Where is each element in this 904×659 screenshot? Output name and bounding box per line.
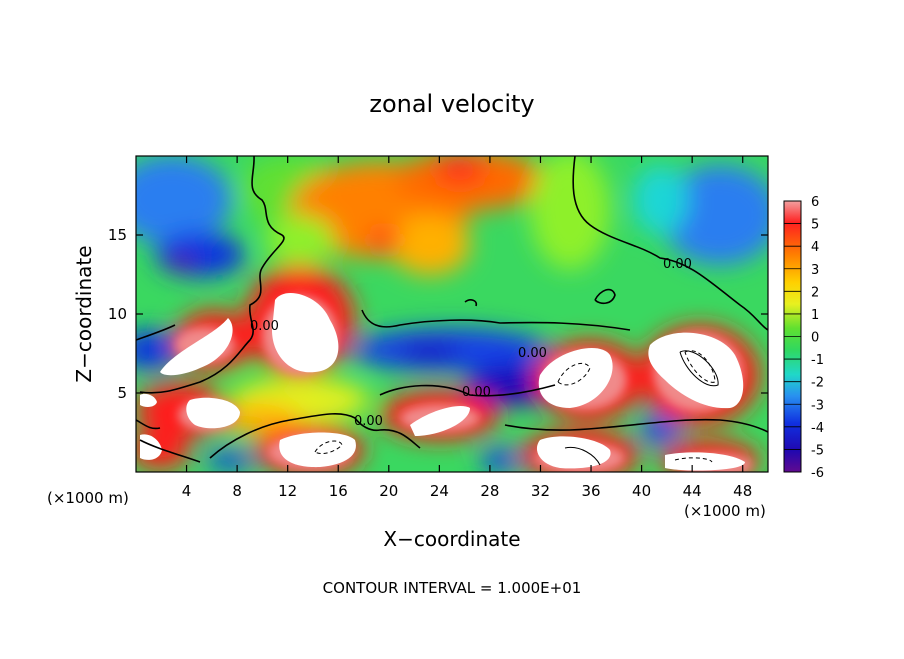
x-axis-label: X−coordinate xyxy=(383,527,520,551)
colorbar-tick-label: 4 xyxy=(811,240,819,255)
x-tick-label: 40 xyxy=(632,482,651,500)
colorbar-tick-label: 5 xyxy=(811,218,819,233)
contour-label: 0.00 xyxy=(354,414,383,429)
colorbar-tick-label: -2 xyxy=(811,376,824,391)
contour-lines xyxy=(136,156,768,466)
colorbar-tick-label: -3 xyxy=(811,398,824,413)
y-tick-label: 15 xyxy=(108,226,127,244)
colorbar-tick-label: 2 xyxy=(811,285,819,300)
x-unit-left: (×1000 m) xyxy=(47,489,129,507)
heatmap-field xyxy=(136,156,768,472)
x-tick-label: 32 xyxy=(531,482,550,500)
contour-line-inner xyxy=(679,350,719,387)
contour-label: 0.00 xyxy=(250,319,279,334)
contour-interval-note: CONTOUR INTERVAL = 1.000E+01 xyxy=(323,579,582,597)
colorbar-tick-label: -4 xyxy=(811,421,824,436)
contour-line xyxy=(136,419,161,430)
contour-line xyxy=(464,299,478,307)
contour-label: 0.00 xyxy=(462,385,491,400)
y-tick-label: 10 xyxy=(108,305,127,323)
contour-line-negative xyxy=(674,457,713,463)
contour-line xyxy=(504,418,768,433)
contour-line xyxy=(572,156,768,331)
contour-line-negative xyxy=(684,350,716,383)
contour-line xyxy=(594,288,616,305)
contour-line xyxy=(139,439,201,463)
colorbar-tick-label: 0 xyxy=(811,331,819,346)
x-tick-label: 36 xyxy=(581,482,600,500)
contour-line xyxy=(136,324,176,341)
x-tick-label: 44 xyxy=(683,482,702,500)
contour-line xyxy=(379,384,556,397)
colorbar-ticks: 6 5 4 3 2 1 0 -1 -2 -3 -4 -5 -6 xyxy=(784,195,824,481)
colorbar-tick-label: -6 xyxy=(811,466,824,481)
contour-line xyxy=(209,413,421,459)
x-tick-label: 16 xyxy=(329,482,348,500)
contour-line xyxy=(139,156,285,394)
y-axis-label: Z−coordinate xyxy=(72,245,96,382)
x-tick-label: 24 xyxy=(430,482,449,500)
x-tick-label: 12 xyxy=(278,482,297,500)
colorbar-tick-label: 6 xyxy=(811,195,819,210)
x-tick-label: 28 xyxy=(480,482,499,500)
chart-title: zonal velocity xyxy=(369,90,534,118)
contour-label: 0.00 xyxy=(518,346,547,361)
x-tick-label: 48 xyxy=(733,482,752,500)
contour-labels: 0.00 0.00 0.00 0.00 0.00 xyxy=(250,257,692,429)
contour-line-inner xyxy=(564,446,601,466)
x-axis: 4 8 12 16 20 24 28 32 36 40 44 48 xyxy=(182,156,752,500)
contour-line xyxy=(361,309,631,331)
colorbar-tick-label: 1 xyxy=(811,308,819,323)
contour-label: 0.00 xyxy=(663,257,692,272)
colorbar-tick-label: -1 xyxy=(811,353,824,368)
x-tick-label: 20 xyxy=(379,482,398,500)
contour-line-negative xyxy=(557,363,591,386)
x-unit-right: (×1000 m) xyxy=(684,502,766,520)
x-tick-label: 4 xyxy=(182,482,192,500)
x-tick-label: 8 xyxy=(232,482,242,500)
colorbar-tick-label: -5 xyxy=(811,443,824,458)
y-tick-label: 5 xyxy=(117,384,127,402)
y-axis: 5 10 15 xyxy=(108,226,768,402)
colorbar-tick-label: 3 xyxy=(811,263,819,278)
